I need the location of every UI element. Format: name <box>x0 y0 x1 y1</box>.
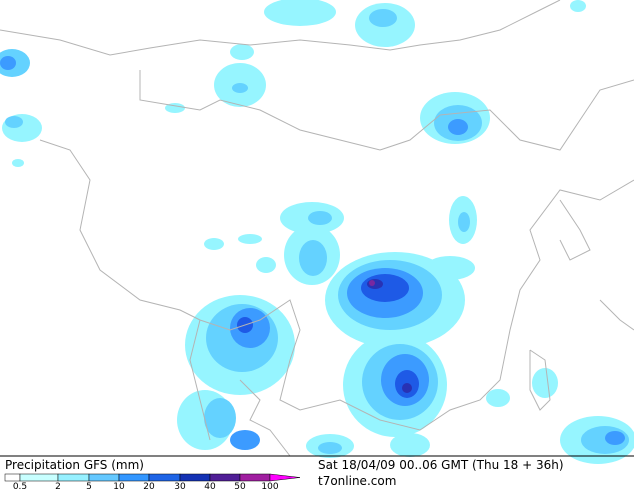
legend-tick-label: 10 <box>113 482 125 490</box>
precipitation <box>0 0 634 464</box>
color-segment <box>239 473 271 482</box>
source: t7online.com <box>318 474 396 488</box>
color-segment <box>88 473 120 482</box>
legend-tick-label: 5 <box>86 482 92 490</box>
color-segment <box>209 473 241 482</box>
color-segment <box>118 473 150 482</box>
legend-tick-label: 40 <box>204 482 216 490</box>
color-segment <box>57 473 90 482</box>
legend-tick-label: 50 <box>234 482 246 490</box>
color-segment <box>4 473 21 482</box>
map-area <box>0 0 634 464</box>
color-segment <box>179 473 211 482</box>
color-segment <box>19 473 59 482</box>
legend-tick-label: 30 <box>174 482 186 490</box>
legend-tick-label: 20 <box>143 482 155 490</box>
color-segment <box>148 473 181 482</box>
color-segment <box>269 473 301 482</box>
forecast-time: Sat 18/04/09 00..06 GMT (Thu 18 + 36h) <box>318 458 564 472</box>
legend-tick-label: 0.5 <box>13 482 27 490</box>
legend-tick-label: 2 <box>55 482 61 490</box>
legend-title: Precipitation GFS (mm) <box>5 458 144 472</box>
legend-tick-label: 100 <box>261 482 278 490</box>
color-bar: 0.5 2 5 10 20 30 40 50 100 <box>4 473 301 492</box>
borders <box>0 0 634 457</box>
